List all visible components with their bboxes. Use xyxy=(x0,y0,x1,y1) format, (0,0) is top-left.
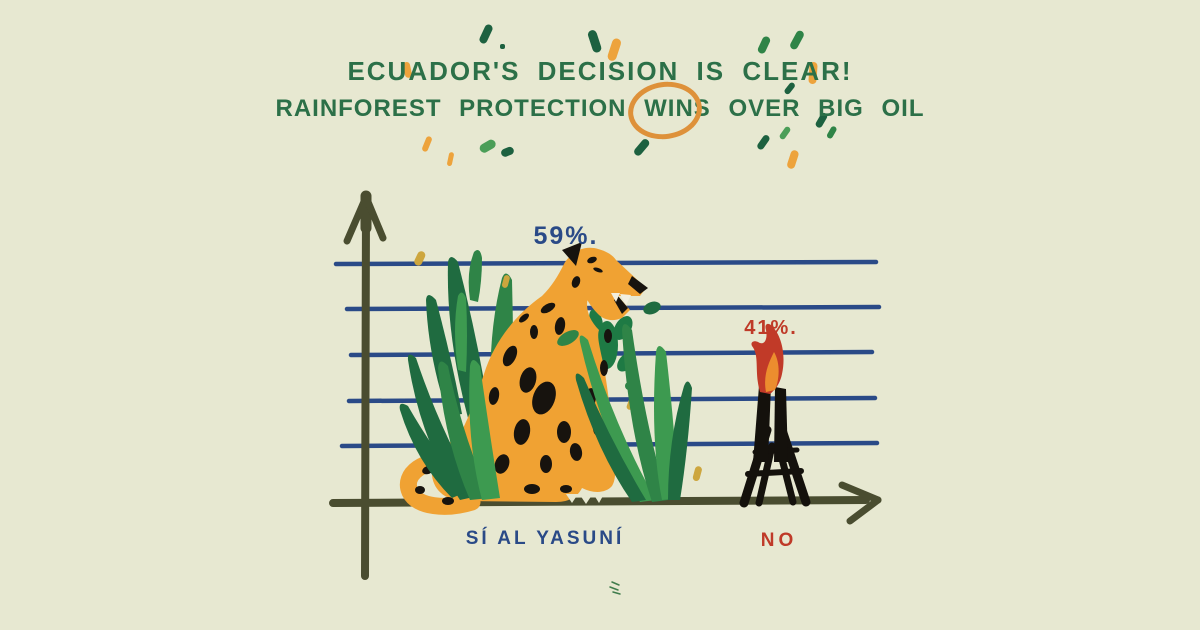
oil-derrick-icon xyxy=(739,385,811,508)
signature-scribble xyxy=(609,581,621,595)
value-label-yes: 59%. xyxy=(533,222,599,250)
title-line2-pre: RAINFOREST PROTECTION xyxy=(275,95,645,122)
title-line2-post: OVER BIG OIL xyxy=(710,95,925,122)
jaguar-claws xyxy=(566,494,604,504)
value-label-no: 41%. xyxy=(744,317,798,339)
title-line2: RAINFOREST PROTECTION WINS OVER BIG OIL xyxy=(0,77,1200,144)
confetti xyxy=(403,24,837,169)
y-axis xyxy=(343,190,387,580)
category-label-no: NO xyxy=(760,530,798,551)
flame-icon xyxy=(751,323,784,394)
wins-word-text: WINS xyxy=(644,95,711,122)
category-label-yes: SÍ AL YASUNÍ xyxy=(465,528,625,549)
wins-word: WINS xyxy=(624,77,711,144)
title-line1: ECUADOR'S DECISION IS CLEAR! xyxy=(347,56,853,86)
rainforest-plants-front-icon xyxy=(399,324,692,502)
